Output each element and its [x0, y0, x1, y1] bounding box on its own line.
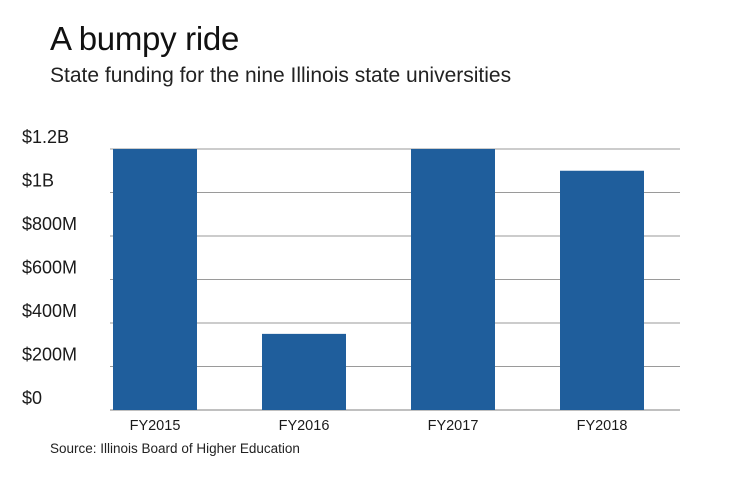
x-tick-label: FY2018	[577, 418, 628, 434]
y-axis-labels: $0 $200M $400M $600M $800M $1B $1.2B	[22, 127, 77, 408]
bars	[113, 149, 644, 410]
bar-fy2018	[560, 170, 644, 410]
y-tick-label: $200M	[22, 345, 77, 365]
y-tick-label: $800M	[22, 214, 77, 234]
x-tick-label: FY2016	[279, 418, 330, 434]
x-axis-labels: FY2015 FY2016 FY2017 FY2018	[130, 418, 628, 434]
bar-fy2015	[113, 149, 197, 410]
y-tick-label: $1.2B	[22, 127, 69, 147]
y-tick-label: $0	[22, 388, 42, 408]
chart-subtitle: State funding for the nine Illinois stat…	[50, 64, 512, 87]
y-tick-label: $400M	[22, 301, 77, 321]
x-tick-label: FY2015	[130, 418, 181, 434]
x-tick-label: FY2017	[428, 418, 479, 434]
y-tick-label: $600M	[22, 258, 77, 278]
y-tick-label: $1B	[22, 171, 54, 191]
chart-title: A bumpy ride	[50, 20, 240, 57]
chart-source: Source: Illinois Board of Higher Educati…	[50, 441, 300, 456]
bar-fy2017	[411, 149, 495, 410]
bar-fy2016	[262, 333, 346, 410]
